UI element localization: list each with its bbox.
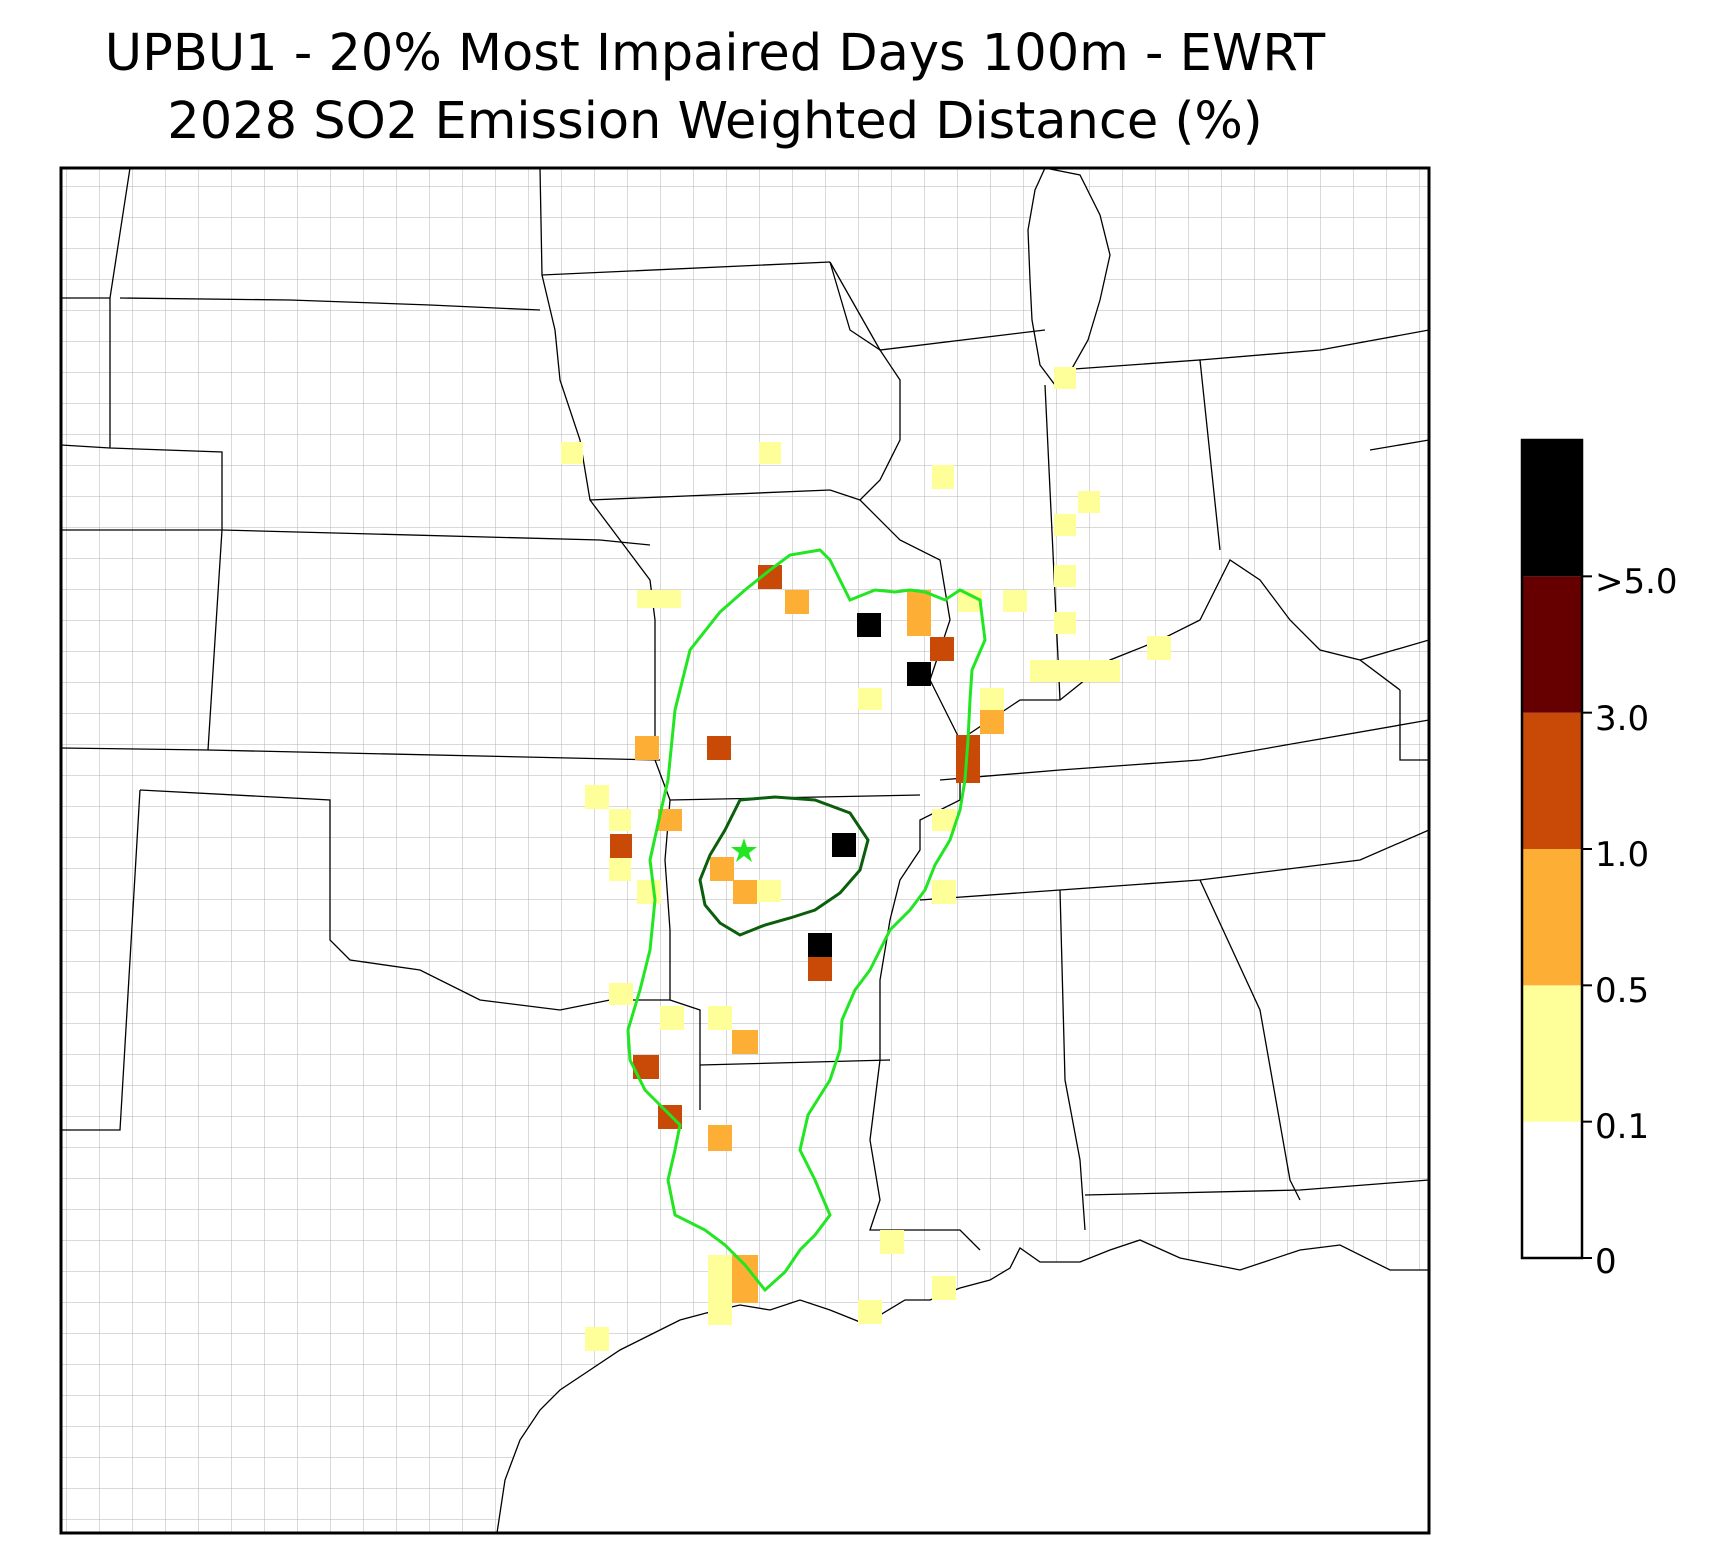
colorbar-segment	[1522, 849, 1582, 986]
emission-cell	[808, 933, 832, 957]
state-border	[859, 499, 961, 1060]
state-border	[829, 261, 1046, 351]
state-border	[1044, 384, 1061, 701]
emission-cell	[832, 833, 856, 857]
star-icon	[731, 838, 757, 862]
colorbar-tick-label: 0.1	[1595, 1107, 1650, 1147]
emission-cell	[609, 983, 633, 1005]
emission-cell	[609, 857, 631, 881]
colorbar-segment	[1522, 712, 1582, 849]
emission-cell	[610, 834, 632, 858]
state-border	[1359, 639, 1429, 661]
state-border	[1059, 889, 1086, 1231]
state-border	[829, 261, 901, 501]
emission-cell	[880, 1230, 904, 1254]
state-border	[139, 789, 670, 1011]
emission-cell	[932, 809, 956, 831]
emission-cell	[858, 1300, 882, 1324]
emission-cell	[708, 1006, 732, 1030]
emission-cell	[1054, 612, 1076, 634]
state-border	[119, 297, 541, 311]
emission-cell	[609, 809, 631, 831]
emission-cell	[733, 880, 757, 904]
emission-cell	[710, 857, 734, 881]
colorbar-tick-label: 3.0	[1595, 699, 1650, 739]
emission-cell	[1078, 491, 1100, 513]
colorbar-tick-label: 1.0	[1595, 835, 1650, 875]
emission-cell	[930, 637, 954, 661]
emission-cell	[635, 736, 659, 760]
state-border	[61, 444, 223, 531]
state-border	[869, 1059, 981, 1251]
emission-cell	[958, 590, 982, 612]
state-borders	[61, 168, 1429, 1251]
state-border	[1084, 1179, 1429, 1196]
colorbar-segment	[1522, 1121, 1582, 1258]
emission-cell	[907, 590, 931, 636]
emission-cell	[857, 613, 881, 637]
emission-cell	[708, 1125, 732, 1151]
emission-cell	[932, 880, 956, 904]
emission-cell	[785, 590, 809, 614]
colorbar-tick-label: 0	[1595, 1242, 1617, 1282]
state-border	[1399, 690, 1429, 761]
chart-title-line-2: 2028 SO2 Emission Weighted Distance (%)	[167, 92, 1263, 151]
colorbar-segment	[1522, 576, 1582, 713]
emission-cell	[980, 688, 1004, 714]
colorbar-segment	[1522, 985, 1582, 1122]
gulf-coastline	[496, 1239, 1429, 1533]
emission-cell	[858, 688, 882, 710]
colorbar-tick-label: >5.0	[1595, 562, 1678, 602]
colorbar	[1520, 438, 1592, 1260]
emission-cell	[1147, 636, 1171, 660]
state-border	[1199, 329, 1429, 361]
emission-cell	[637, 880, 661, 904]
emission-cell	[585, 785, 609, 809]
inner-contour	[698, 795, 870, 937]
emission-cell	[1003, 590, 1027, 612]
map-frame	[59, 166, 1431, 1535]
state-border	[221, 529, 651, 546]
emission-cell	[907, 662, 931, 686]
state-border	[959, 559, 1401, 741]
emission-cell	[708, 1255, 732, 1325]
emission-cell	[561, 442, 583, 464]
emission-cell	[1030, 660, 1120, 682]
emission-cell	[732, 1255, 758, 1303]
emission-cell	[808, 955, 832, 981]
emission-cell	[658, 809, 682, 831]
emission-cell	[759, 442, 781, 464]
state-border	[1369, 439, 1429, 451]
emission-cell	[1054, 514, 1076, 536]
emission-cell	[585, 1327, 609, 1351]
emission-cell	[757, 880, 781, 902]
state-border	[61, 789, 141, 1131]
emission-cell	[1054, 367, 1076, 389]
state-border	[699, 1059, 891, 1066]
emission-cell	[1054, 565, 1076, 587]
emission-cell	[932, 465, 954, 489]
chart-title-line-1: UPBU1 - 20% Most Impaired Days 100m - EW…	[104, 24, 1326, 83]
colorbar-segment	[1522, 440, 1582, 577]
state-border	[207, 749, 661, 761]
state-border	[589, 489, 831, 501]
colorbar-tick-label: 0.5	[1595, 971, 1650, 1011]
emission-cell	[932, 1276, 956, 1300]
emission-cell	[732, 1030, 758, 1054]
emission-cell	[707, 736, 731, 760]
outer-contour	[626, 548, 987, 1293]
emission-cell	[637, 590, 681, 608]
emission-cell	[660, 1006, 684, 1030]
state-border	[541, 274, 701, 1110]
emission-cell	[980, 710, 1004, 734]
state-border	[939, 719, 1429, 781]
